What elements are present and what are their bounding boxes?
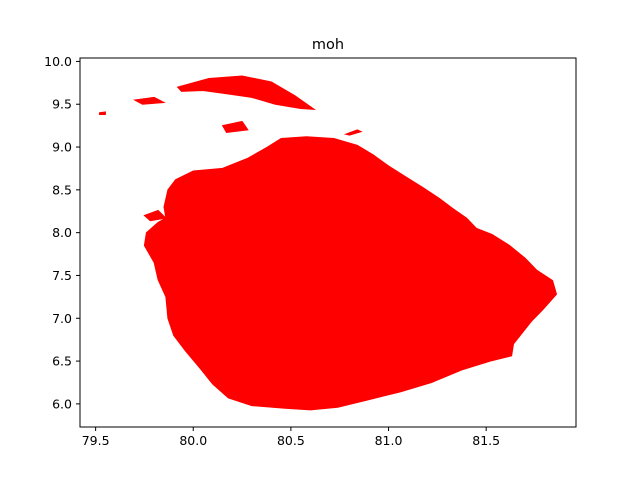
y-tick-label: 6.5 [52,354,72,369]
region-mainland [143,136,558,411]
y-axis: 6.0 6.5 7.0 7.5 8.0 8.5 9.0 9.5 10.0 [44,54,80,411]
y-tick-label: 9.0 [52,140,72,155]
x-tick-label: 80.0 [179,433,207,448]
y-tick-label: 7.5 [52,268,72,283]
y-tick-label: 9.5 [52,97,72,112]
region-island-1 [133,96,166,105]
x-axis: 79.5 80.0 80.5 81.0 81.5 [82,427,500,448]
region-island-2 [99,111,106,115]
map-layer [99,75,558,411]
plot-frame [79,57,577,428]
y-tick-label: 8.5 [52,182,72,197]
x-tick-label: 81.0 [375,433,403,448]
y-tick-label: 7.0 [52,311,72,326]
x-tick-label: 80.5 [277,433,305,448]
y-tick-label: 6.0 [52,396,72,411]
y-tick-label: 8.0 [52,225,72,240]
region-island-5 [143,209,167,222]
region-island-3 [221,120,249,134]
y-tick-label: 10.0 [44,54,72,69]
region-north-peninsula [176,75,317,111]
chart-title: moh [312,37,344,53]
x-tick-label: 79.5 [82,433,110,448]
region-island-4 [343,129,363,136]
x-tick-label: 81.5 [472,433,500,448]
